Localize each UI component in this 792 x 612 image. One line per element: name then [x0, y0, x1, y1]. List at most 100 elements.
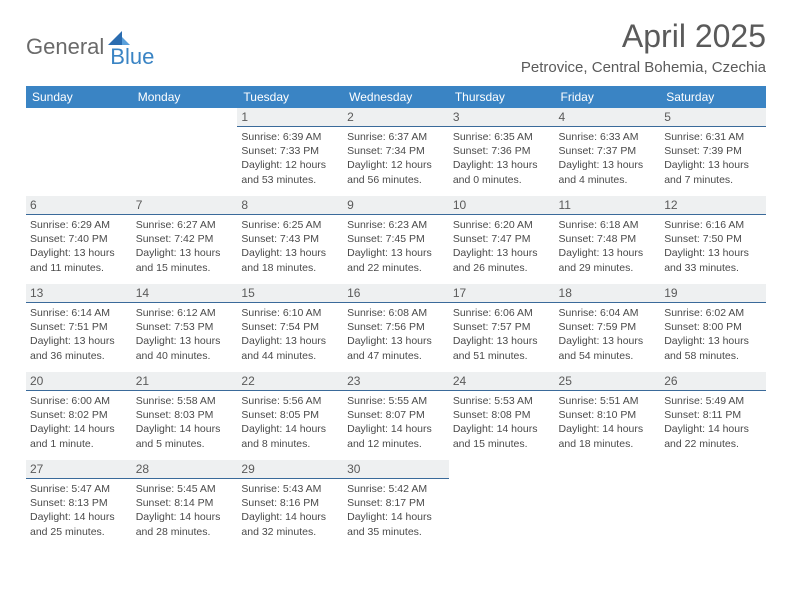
calendar-day-cell: 25 Sunrise: 5:51 AMSunset: 8:10 PMDayligh…: [555, 372, 661, 460]
calendar-day-cell: 22Sunrise: 5:56 AMSunset: 8:05 PMDayligh…: [237, 372, 343, 460]
calendar-day-cell: 27 Sunrise: 5:47 AMSunset: 8:13 PMDayligh…: [26, 460, 132, 548]
day-number: 8: [237, 196, 343, 215]
day-info: Sunrise: 5:47 AMSunset: 8:13 PMDaylight:…: [30, 482, 128, 539]
calendar-week-row: 6 Sunrise: 6:29 AMSunset: 7:40 PMDaylight…: [26, 196, 766, 284]
day-info: Sunrise: 6:06 AMSunset: 7:57 PMDaylight:…: [453, 306, 551, 363]
calendar-day-cell: 10 Sunrise: 6:20 AMSunset: 7:47 PMDayligh…: [449, 196, 555, 284]
calendar-day-cell: 12 Sunrise: 6:16 AMSunset: 7:50 PMDayligh…: [660, 196, 766, 284]
day-info: Sunrise: 5:42 AMSunset: 8:17 PMDaylight:…: [347, 482, 445, 539]
calendar-day-cell: 13Sunrise: 6:14 AMSunset: 7:51 PMDayligh…: [26, 284, 132, 372]
day-number: 28: [132, 460, 238, 479]
calendar-empty-cell: [26, 108, 132, 196]
calendar-day-cell: 15 Sunrise: 6:10 AMSunset: 7:54 PMDayligh…: [237, 284, 343, 372]
calendar-day-cell: 8 Sunrise: 6:25 AMSunset: 7:43 PMDaylight…: [237, 196, 343, 284]
day-info: Sunrise: 6:16 AMSunset: 7:50 PMDaylight:…: [664, 218, 762, 275]
weekday-header: Wednesday: [343, 86, 449, 108]
logo: General Blue: [26, 18, 154, 70]
calendar-day-cell: 14 Sunrise: 6:12 AMSunset: 7:53 PMDayligh…: [132, 284, 238, 372]
calendar-day-cell: 4 Sunrise: 6:33 AMSunset: 7:37 PMDaylight…: [555, 108, 661, 196]
calendar-day-cell: 11 Sunrise: 6:18 AMSunset: 7:48 PMDayligh…: [555, 196, 661, 284]
day-number: 1: [237, 108, 343, 127]
calendar-empty-cell: [660, 460, 766, 548]
calendar-day-cell: 5Sunrise: 6:31 AMSunset: 7:39 PMDaylight…: [660, 108, 766, 196]
header: General Blue April 2025 Petrovice, Centr…: [26, 18, 766, 76]
weekday-header: Saturday: [660, 86, 766, 108]
logo-text-general: General: [26, 34, 104, 60]
day-info: Sunrise: 5:58 AMSunset: 8:03 PMDaylight:…: [136, 394, 234, 451]
day-info: Sunrise: 6:37 AMSunset: 7:34 PMDaylight:…: [347, 130, 445, 187]
day-info: Sunrise: 6:00 AMSunset: 8:02 PMDaylight:…: [30, 394, 128, 451]
day-info: Sunrise: 5:53 AMSunset: 8:08 PMDaylight:…: [453, 394, 551, 451]
calendar-day-cell: 17 Sunrise: 6:06 AMSunset: 7:57 PMDayligh…: [449, 284, 555, 372]
weekday-header: Tuesday: [237, 86, 343, 108]
day-number: 15: [237, 284, 343, 303]
calendar-day-cell: 3 Sunrise: 6:35 AMSunset: 7:36 PMDaylight…: [449, 108, 555, 196]
day-number: 4: [555, 108, 661, 127]
day-number: 21: [132, 372, 238, 391]
calendar-day-cell: 6 Sunrise: 6:29 AMSunset: 7:40 PMDaylight…: [26, 196, 132, 284]
calendar-day-cell: 18 Sunrise: 6:04 AMSunset: 7:59 PMDayligh…: [555, 284, 661, 372]
month-title: April 2025: [521, 18, 766, 55]
day-info: Sunrise: 6:29 AMSunset: 7:40 PMDaylight:…: [30, 218, 128, 275]
day-number: 17: [449, 284, 555, 303]
calendar-day-cell: 21 Sunrise: 5:58 AMSunset: 8:03 PMDayligh…: [132, 372, 238, 460]
day-number: 27: [26, 460, 132, 479]
calendar-day-cell: 16 Sunrise: 6:08 AMSunset: 7:56 PMDayligh…: [343, 284, 449, 372]
weekday-header: Friday: [555, 86, 661, 108]
calendar-day-cell: 24 Sunrise: 5:53 AMSunset: 8:08 PMDayligh…: [449, 372, 555, 460]
calendar-day-cell: 9Sunrise: 6:23 AMSunset: 7:45 PMDaylight…: [343, 196, 449, 284]
day-info: Sunrise: 6:31 AMSunset: 7:39 PMDaylight:…: [664, 130, 762, 187]
calendar-day-cell: 29 Sunrise: 5:43 AMSunset: 8:16 PMDayligh…: [237, 460, 343, 548]
day-info: Sunrise: 6:25 AMSunset: 7:43 PMDaylight:…: [241, 218, 339, 275]
calendar-day-cell: 2 Sunrise: 6:37 AMSunset: 7:34 PMDaylight…: [343, 108, 449, 196]
calendar-day-cell: 23Sunrise: 5:55 AMSunset: 8:07 PMDayligh…: [343, 372, 449, 460]
title-block: April 2025 Petrovice, Central Bohemia, C…: [521, 18, 766, 76]
day-info: Sunrise: 6:10 AMSunset: 7:54 PMDaylight:…: [241, 306, 339, 363]
day-number: 30: [343, 460, 449, 479]
logo-text-blue: Blue: [110, 44, 154, 70]
day-info: Sunrise: 5:43 AMSunset: 8:16 PMDaylight:…: [241, 482, 339, 539]
day-info: Sunrise: 5:49 AMSunset: 8:11 PMDaylight:…: [664, 394, 762, 451]
day-number: 18: [555, 284, 661, 303]
calendar: Sunday Monday Tuesday Wednesday Thursday…: [26, 86, 766, 548]
day-info: Sunrise: 6:18 AMSunset: 7:48 PMDaylight:…: [559, 218, 657, 275]
day-number: 19: [660, 284, 766, 303]
calendar-day-cell: 26Sunrise: 5:49 AMSunset: 8:11 PMDayligh…: [660, 372, 766, 460]
weekday-header: Sunday: [26, 86, 132, 108]
calendar-day-cell: 28Sunrise: 5:45 AMSunset: 8:14 PMDayligh…: [132, 460, 238, 548]
day-number: 25: [555, 372, 661, 391]
day-info: Sunrise: 6:12 AMSunset: 7:53 PMDaylight:…: [136, 306, 234, 363]
day-info: Sunrise: 6:35 AMSunset: 7:36 PMDaylight:…: [453, 130, 551, 187]
day-number: 23: [343, 372, 449, 391]
day-number: 7: [132, 196, 238, 215]
day-number: 24: [449, 372, 555, 391]
location: Petrovice, Central Bohemia, Czechia: [521, 59, 766, 76]
day-number: 14: [132, 284, 238, 303]
day-number: 29: [237, 460, 343, 479]
weekday-header: Thursday: [449, 86, 555, 108]
day-number: 3: [449, 108, 555, 127]
calendar-empty-cell: [555, 460, 661, 548]
calendar-day-cell: 1Sunrise: 6:39 AMSunset: 7:33 PMDaylight…: [237, 108, 343, 196]
day-number: 13: [26, 284, 132, 303]
day-info: Sunrise: 6:20 AMSunset: 7:47 PMDaylight:…: [453, 218, 551, 275]
day-number: 6: [26, 196, 132, 215]
day-info: Sunrise: 6:27 AMSunset: 7:42 PMDaylight:…: [136, 218, 234, 275]
day-info: Sunrise: 6:23 AMSunset: 7:45 PMDaylight:…: [347, 218, 445, 275]
calendar-day-cell: 7 Sunrise: 6:27 AMSunset: 7:42 PMDaylight…: [132, 196, 238, 284]
day-info: Sunrise: 5:51 AMSunset: 8:10 PMDaylight:…: [559, 394, 657, 451]
day-number: 22: [237, 372, 343, 391]
day-number: 11: [555, 196, 661, 215]
calendar-week-row: 27 Sunrise: 5:47 AMSunset: 8:13 PMDayligh…: [26, 460, 766, 548]
day-number: 10: [449, 196, 555, 215]
day-number: 2: [343, 108, 449, 127]
day-number: 12: [660, 196, 766, 215]
day-number: 16: [343, 284, 449, 303]
calendar-day-cell: 30 Sunrise: 5:42 AMSunset: 8:17 PMDayligh…: [343, 460, 449, 548]
calendar-empty-cell: [132, 108, 238, 196]
day-info: Sunrise: 6:33 AMSunset: 7:37 PMDaylight:…: [559, 130, 657, 187]
day-info: Sunrise: 6:08 AMSunset: 7:56 PMDaylight:…: [347, 306, 445, 363]
calendar-empty-cell: [449, 460, 555, 548]
calendar-week-row: 13Sunrise: 6:14 AMSunset: 7:51 PMDayligh…: [26, 284, 766, 372]
day-info: Sunrise: 6:04 AMSunset: 7:59 PMDaylight:…: [559, 306, 657, 363]
